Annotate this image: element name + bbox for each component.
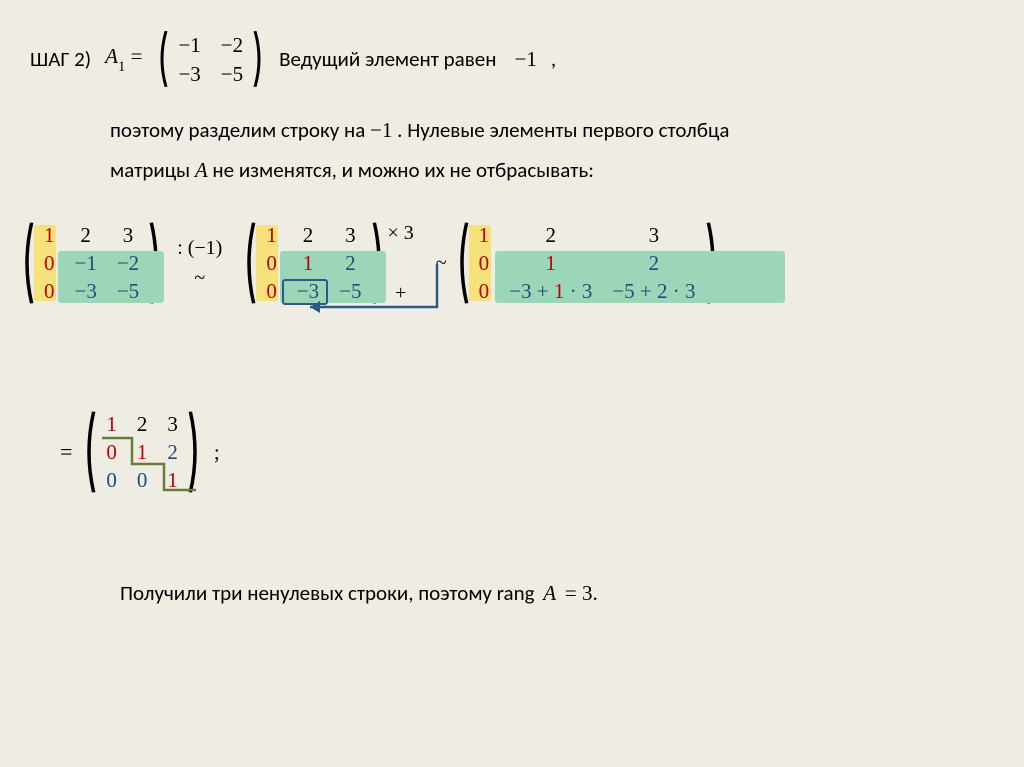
conclusion-eq: = 3. [565, 581, 598, 605]
para2-neg1: −1 [370, 118, 392, 142]
para2-A: A [195, 158, 208, 182]
final-row: = 123 012 001 ; [60, 410, 220, 494]
step-label: ШАГ 2) [30, 46, 91, 72]
matrix-2: 123 012 0−3−5 [242, 221, 385, 305]
op-1: : (−1) ~ [177, 233, 222, 293]
conclusion: Получили три ненулевых строки, поэтому r… [120, 580, 598, 606]
para-2: поэтому разделим строку на −1 . Нулевые … [110, 110, 729, 190]
semicolon: ; [214, 440, 220, 465]
lead-value: −1 [514, 47, 536, 72]
para2-a: поэтому разделим строку на [110, 117, 365, 143]
line-1: ШАГ 2) A1 = −1−2 −3−5 Ведущий элемент ра… [30, 30, 556, 88]
equals-1: = [730, 250, 742, 276]
conclusion-A: A [543, 581, 556, 605]
page: ШАГ 2) A1 = −1−2 −3−5 Ведущий элемент ра… [0, 0, 1024, 767]
matrix-final: 123 012 001 [82, 410, 202, 494]
matrix-1: 123 0−1−2 0−3−5 [20, 221, 163, 305]
matrix-3: 123 012 0−3 + 1 · 3−5 + 2 · 3 [455, 221, 720, 305]
conclusion-a: Получили три ненулевых строки, поэтому r… [120, 580, 535, 606]
para2-c: матрицы [110, 157, 190, 183]
equals-2: = [60, 439, 72, 465]
matrix-row: 123 0−1−2 0−3−5 : (−1) ~ 123 012 [20, 218, 1010, 308]
A1-matrix: −1−2 −3−5 [156, 30, 265, 88]
para2-b: . Нулевые элементы первого столбца [397, 117, 729, 143]
op-2: × 3 + [388, 218, 414, 308]
A1-lhs: A1 = [105, 44, 142, 73]
lead-text: Ведущий элемент равен [279, 46, 496, 72]
tilde-2: ~ [436, 248, 447, 278]
comma: , [551, 46, 556, 72]
para2-d: не изменятся, и можно их не отбрасывать: [212, 157, 593, 183]
